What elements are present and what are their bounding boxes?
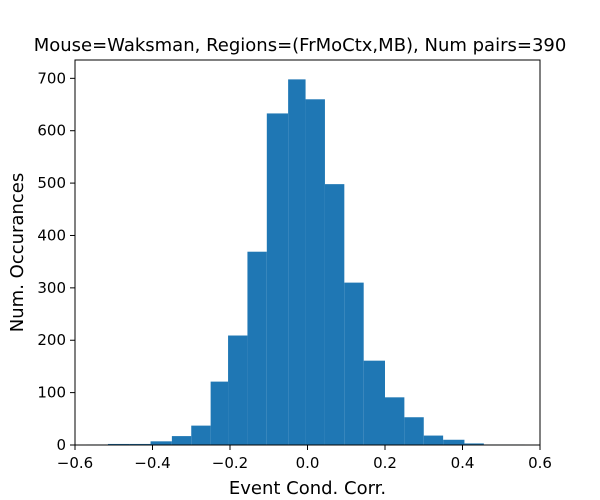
histogram-bar-14 xyxy=(363,360,385,445)
histogram-bar-7 xyxy=(228,335,248,445)
histogram-bars xyxy=(86,79,525,446)
histogram-bar-2 xyxy=(129,443,151,445)
histogram-bar-13 xyxy=(344,282,364,445)
histogram-bar-18 xyxy=(443,439,465,445)
x-tick-label-1: −0.4 xyxy=(134,454,170,472)
x-axis-ticks: −0.6 −0.4 −0.2 0.0 0.2 0.4 0.6 xyxy=(57,445,552,472)
histogram-bar-6 xyxy=(210,381,229,445)
y-tick-label-7: 700 xyxy=(37,69,66,87)
histogram-bar-17 xyxy=(423,435,444,445)
x-axis-label: Event Cond. Corr. xyxy=(229,478,386,499)
x-tick-label-2: −0.2 xyxy=(212,454,248,472)
histogram-bar-15 xyxy=(385,397,405,445)
x-tick-label-0: −0.6 xyxy=(57,454,93,472)
y-tick-label-3: 300 xyxy=(37,279,66,297)
chart-title: Mouse=Waksman, Regions=(FrMoCtx,MB), Num… xyxy=(34,35,567,56)
histogram-bar-9 xyxy=(266,113,289,446)
y-tick-label-6: 600 xyxy=(37,122,66,140)
histogram-bar-19 xyxy=(464,443,484,445)
histogram-bar-4 xyxy=(171,436,192,445)
y-axis-label: Num. Occurances xyxy=(7,173,28,332)
y-tick-label-5: 500 xyxy=(37,174,66,192)
histogram-bar-3 xyxy=(150,441,172,445)
y-axis-ticks: 0 100 200 300 400 500 600 700 xyxy=(37,69,75,454)
y-tick-label-1: 100 xyxy=(37,384,66,402)
y-tick-label-2: 200 xyxy=(37,331,66,349)
histogram-bar-16 xyxy=(404,417,424,445)
y-tick-label-0: 0 xyxy=(56,436,66,454)
x-tick-label-5: 0.4 xyxy=(451,454,475,472)
histogram-bar-12 xyxy=(324,184,345,445)
histogram-bar-5 xyxy=(191,425,211,445)
x-tick-label-4: 0.2 xyxy=(373,454,397,472)
histogram-bar-11 xyxy=(305,99,325,445)
x-tick-label-3: 0.0 xyxy=(296,454,320,472)
x-tick-label-6: 0.6 xyxy=(528,454,552,472)
histogram-bar-1 xyxy=(107,443,130,445)
histogram-bar-8 xyxy=(247,251,267,445)
plot-frame xyxy=(74,59,541,446)
histogram-bar-10 xyxy=(288,79,306,445)
y-tick-label-4: 400 xyxy=(37,226,66,244)
